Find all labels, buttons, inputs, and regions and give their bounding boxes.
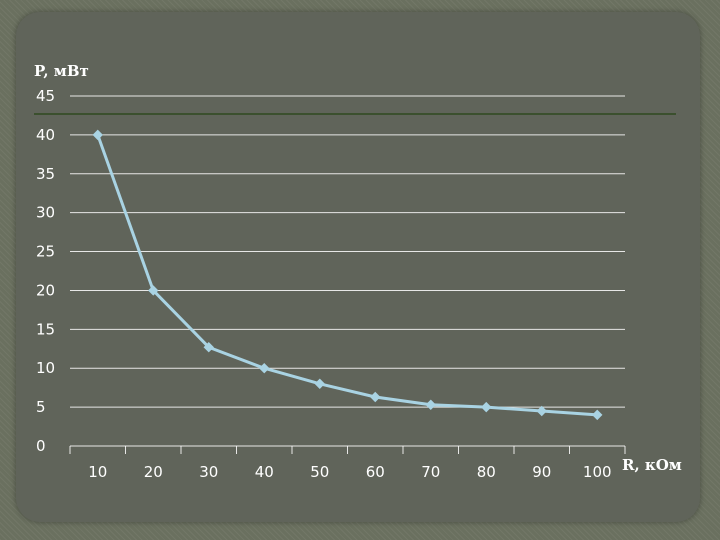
x-tick-label: 60 — [366, 463, 385, 481]
data-point — [370, 391, 381, 403]
data-point — [314, 378, 325, 389]
y-tick-label: 20 — [36, 281, 55, 299]
y-tick-label: 45 — [36, 87, 55, 105]
data-points — [92, 129, 603, 421]
x-tick-label: 40 — [255, 463, 274, 481]
data-point — [536, 405, 547, 417]
y-tick-label: 0 — [36, 437, 46, 455]
y-tick-labels: 0 5 10 15 20 25 30 35 40 45 — [36, 87, 55, 455]
data-point — [259, 363, 270, 374]
x-tick-label: 10 — [88, 463, 107, 481]
x-tick-label: 30 — [199, 463, 218, 481]
data-point — [592, 409, 603, 421]
x-axis-label: R, кОм — [622, 456, 682, 474]
x-tick-label: 100 — [583, 463, 612, 481]
x-tick-label: 90 — [532, 463, 551, 481]
y-tick-label: 10 — [36, 359, 55, 377]
y-tick-label: 35 — [36, 165, 55, 183]
x-tick-label: 70 — [421, 463, 440, 481]
data-point — [148, 285, 159, 296]
x-tick-label: 80 — [477, 463, 496, 481]
grid-lines — [69, 95, 626, 454]
y-tick-label: 5 — [36, 398, 46, 416]
y-tick-label: 40 — [36, 126, 55, 144]
y-axis-label: P, мВт — [34, 62, 89, 80]
x-tick-label: 20 — [144, 463, 163, 481]
y-tick-label: 15 — [36, 320, 55, 338]
y-tick-label: 25 — [36, 243, 55, 261]
data-point — [425, 399, 436, 410]
x-tick-label: 50 — [310, 463, 329, 481]
data-point — [203, 342, 214, 353]
x-tick-labels: 10 20 30 40 50 60 70 80 90 100 — [88, 463, 611, 481]
slide-panel — [16, 12, 700, 522]
series-line — [96, 134, 598, 417]
data-point — [481, 401, 492, 413]
data-point — [92, 129, 103, 141]
y-tick-label: 30 — [36, 204, 55, 222]
